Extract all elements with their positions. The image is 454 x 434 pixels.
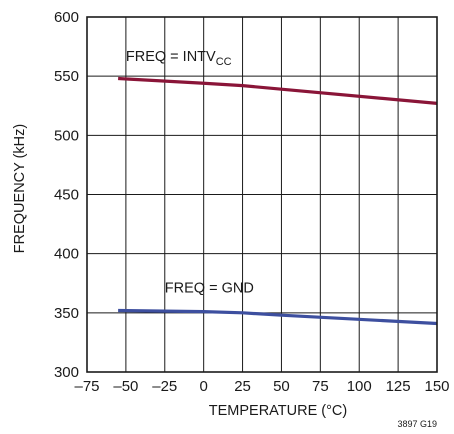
y-tick-label: 450 bbox=[54, 187, 79, 204]
x-axis-label: TEMPERATURE (°C) bbox=[209, 403, 347, 419]
series-group bbox=[118, 76, 438, 326]
y-tick-label: 550 bbox=[54, 68, 79, 85]
x-tick-label: 0 bbox=[199, 378, 207, 395]
figure-id-footnote: 3897 G19 bbox=[397, 419, 437, 429]
x-tick-label: 125 bbox=[386, 378, 411, 395]
x-tick-label: –50 bbox=[113, 378, 138, 395]
x-tick-label: 100 bbox=[347, 378, 372, 395]
series-line-1 bbox=[118, 76, 438, 105]
plot-frame bbox=[86, 16, 438, 373]
grid-lines bbox=[87, 17, 437, 372]
series-annotation-2: FREQ = GND bbox=[165, 281, 254, 297]
x-tick-label: 25 bbox=[234, 378, 251, 395]
y-tick-label: 500 bbox=[54, 127, 79, 144]
y-tick-label: 600 bbox=[54, 9, 79, 26]
y-axis-label: FREQUENCY (kHz) bbox=[12, 124, 28, 253]
x-tick-label: –75 bbox=[74, 378, 99, 395]
x-tick-labels: –75 –50 –25 0 25 50 75 100 125 150 bbox=[74, 378, 449, 395]
y-tick-label: 300 bbox=[54, 364, 79, 381]
annotations: FREQ = INTVCC FREQ = GND bbox=[126, 49, 254, 297]
x-tick-label: –25 bbox=[152, 378, 177, 395]
y-tick-labels: 300 350 400 450 500 550 600 bbox=[54, 9, 79, 381]
x-tick-label: 75 bbox=[312, 378, 329, 395]
x-tick-label: 50 bbox=[273, 378, 290, 395]
series-line-2 bbox=[118, 308, 438, 326]
y-tick-label: 400 bbox=[54, 246, 79, 263]
x-tick-label: 150 bbox=[424, 378, 449, 395]
y-tick-label: 350 bbox=[54, 305, 79, 322]
series-annotation-1: FREQ = INTVCC bbox=[126, 49, 232, 68]
